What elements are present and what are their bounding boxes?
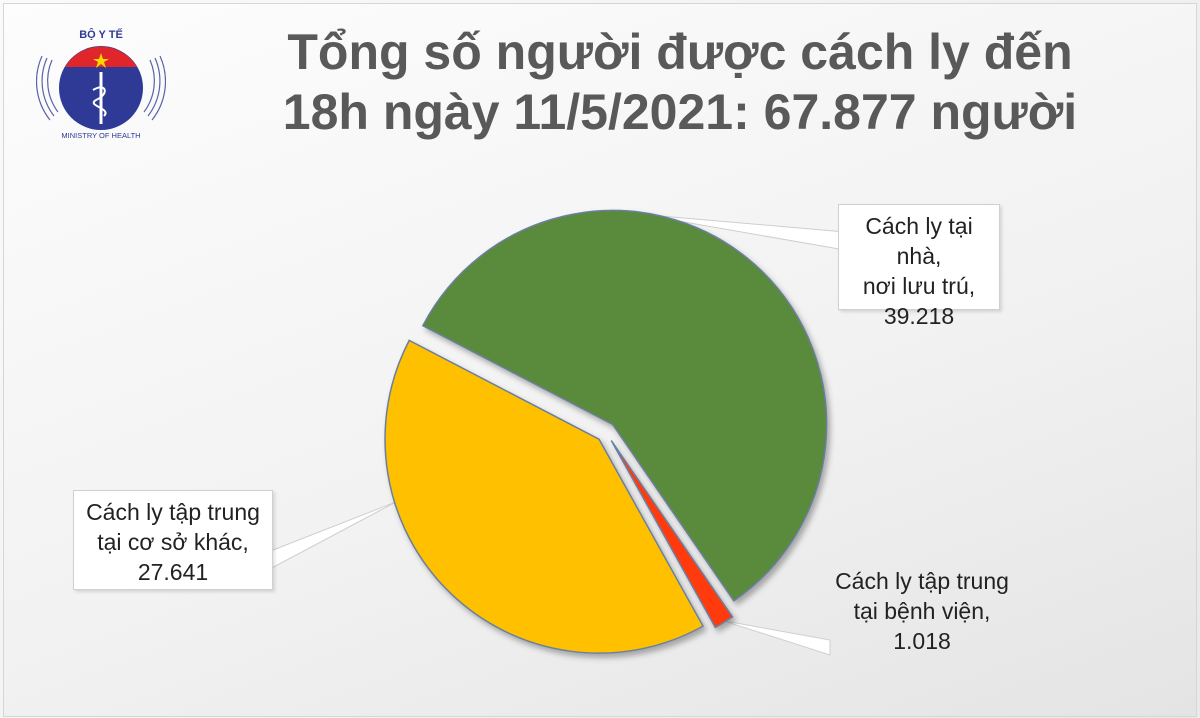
label-hospital-quarantine: Cách ly tập trung tại bệnh viện, 1.018	[808, 560, 1036, 676]
page-title: Tổng số người được cách ly đến 18h ngày …	[200, 22, 1160, 142]
label-line: Cách ly tại nhà,	[865, 213, 973, 269]
label-line: nơi lưu trú,	[862, 273, 976, 299]
label-line: tại bệnh viện,	[853, 598, 991, 624]
logo-text-top: BỘ Y TẾ	[79, 28, 123, 41]
label-line: Cách ly tập trung	[835, 568, 1009, 594]
label-home-quarantine: Cách ly tại nhà, nơi lưu trú, 39.218	[838, 204, 1000, 329]
title-line-2: 18h ngày 11/5/2021: 67.877 người	[282, 84, 1078, 140]
slice-other-facility-quarantine	[384, 339, 705, 654]
slice-home-quarantine	[421, 209, 828, 602]
logo-text-bottom: MINISTRY OF HEALTH	[61, 131, 140, 140]
label-value: 1.018	[893, 628, 951, 654]
title-line-1: Tổng số người được cách ly đến	[287, 24, 1073, 80]
slice-hospital-quarantine	[610, 440, 734, 629]
label-line: Cách ly tập trung	[86, 499, 260, 525]
label-value: 27.641	[137, 559, 209, 585]
callout-pointer	[267, 501, 397, 571]
label-value: 39.218	[883, 303, 955, 329]
label-other-facility-quarantine: Cách ly tập trung tại cơ sở khác, 27.641	[73, 490, 273, 590]
ministry-of-health-logo: BỘ Y TẾ MINISTRY OF HEALTH	[36, 28, 166, 140]
callout-pointer	[722, 620, 831, 656]
label-line: tại cơ sở khác,	[97, 529, 249, 555]
